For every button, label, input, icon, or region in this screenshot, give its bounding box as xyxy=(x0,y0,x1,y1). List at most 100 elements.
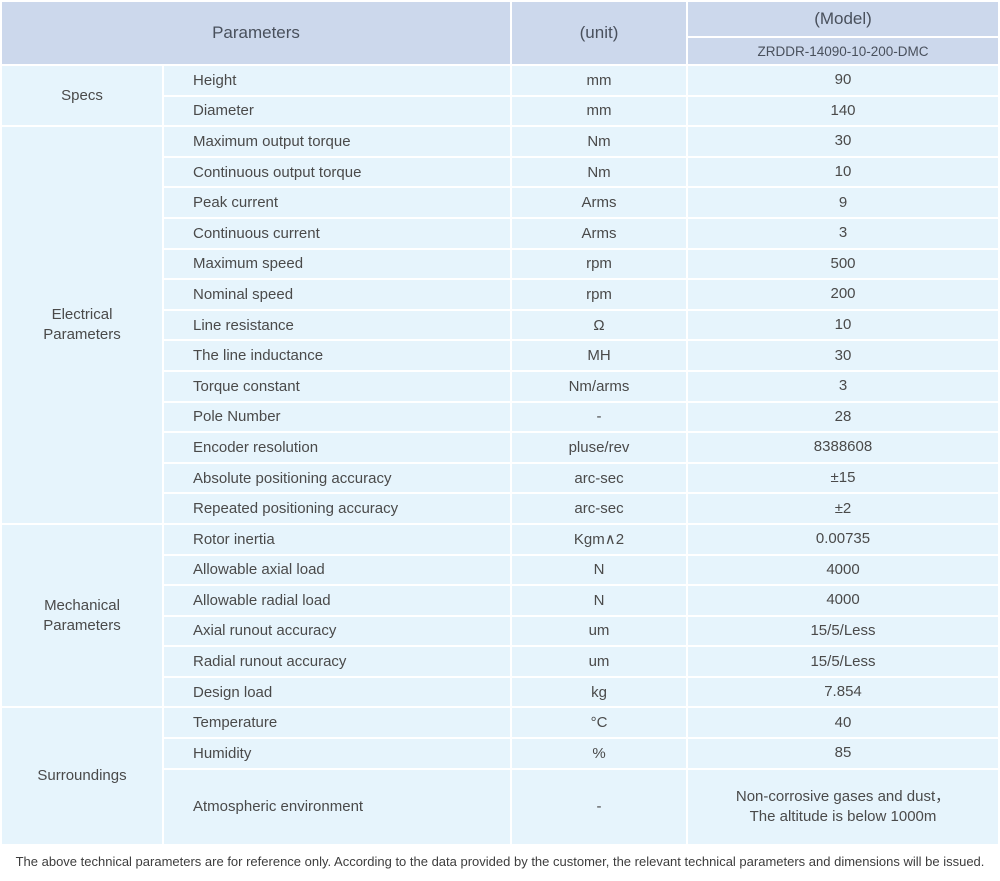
category-cell: Surroundings xyxy=(2,708,162,844)
unit-cell: % xyxy=(512,739,686,768)
value-cell: 200 xyxy=(688,280,998,309)
parameter-name-cell: Pole Number xyxy=(164,402,510,432)
table-row: Nominal speed rpm 200 xyxy=(2,280,998,309)
unit-cell: kg xyxy=(512,677,686,707)
header-model-value: ZRDDR-14090-10-200-DMC xyxy=(688,38,998,64)
table-row: Atmospheric environment - Non-corrosive ga… xyxy=(2,769,998,844)
unit-cell: rpm xyxy=(512,280,686,309)
parameter-name-cell: Allowable radial load xyxy=(164,586,510,615)
table-body: Specs Height mm 90 Diameter mm 140 Electrical P… xyxy=(2,66,998,844)
table-row: Allowable axial load N 4000 xyxy=(2,555,998,585)
parameter-name-cell: Rotor inertia xyxy=(164,524,510,554)
unit-cell: Ω xyxy=(512,310,686,340)
value-cell: 15/5/Less xyxy=(688,647,998,676)
value-cell: 8388608 xyxy=(688,433,998,462)
value-cell: 90 xyxy=(688,66,998,95)
unit-cell: arc-sec xyxy=(512,463,686,493)
table-row: Electrical Parameters Maximum output torq… xyxy=(2,127,998,523)
value-cell: 4000 xyxy=(688,586,998,615)
footnote: The above technical parameters are for r… xyxy=(15,853,985,869)
value-cell: 85 xyxy=(688,739,998,768)
parameter-name-cell: Repeated positioning accuracy xyxy=(164,494,510,523)
value-cell: ±2 xyxy=(688,494,998,523)
value-cell: 4000 xyxy=(688,555,998,585)
value-cell: 3 xyxy=(688,218,998,248)
table-row: Continuous current Arms 3 xyxy=(2,218,998,248)
header-model: (Model) xyxy=(688,2,998,36)
parameter-name-cell: Continuous current xyxy=(164,218,510,248)
unit-cell: Nm/arms xyxy=(512,371,686,401)
table-row: The line inductance MH 30 xyxy=(2,341,998,370)
unit-cell: - xyxy=(512,402,686,432)
table-row: Allowable radial load N 4000 xyxy=(2,586,998,615)
parameter-name-cell: Torque constant xyxy=(164,371,510,401)
parameter-name-cell: Absolute positioning accuracy xyxy=(164,463,510,493)
value-cell: 7.854 xyxy=(688,677,998,707)
unit-cell: rpm xyxy=(512,249,686,279)
value-cell: 0.00735 xyxy=(688,524,998,554)
table-row: Specs Height mm 90 xyxy=(2,66,998,126)
unit-cell: N xyxy=(512,555,686,585)
value-cell: 40 xyxy=(688,708,998,738)
unit-cell: - xyxy=(512,769,686,844)
table-row: Radial runout accuracy um 15/5/Less xyxy=(2,647,998,676)
unit-cell: Nm xyxy=(512,127,686,156)
parameter-name-cell: The line inductance xyxy=(164,341,510,370)
value-cell: 28 xyxy=(688,402,998,432)
value-cell: 140 xyxy=(688,96,998,126)
value-cell: 10 xyxy=(688,310,998,340)
parameter-name-cell: Line resistance xyxy=(164,310,510,340)
table-row: Diameter mm 140 xyxy=(2,96,998,126)
value-cell: 500 xyxy=(688,249,998,279)
value-cell: 9 xyxy=(688,188,998,217)
parameter-name-cell: Diameter xyxy=(164,96,510,126)
parameter-name-cell: Maximum speed xyxy=(164,249,510,279)
value-cell: 15/5/Less xyxy=(688,616,998,646)
table-row: Design load kg 7.854 xyxy=(2,677,998,707)
table-row: Maximum speed rpm 500 xyxy=(2,249,998,279)
unit-cell: °C xyxy=(512,708,686,738)
category-cell: Mechanical Parameters xyxy=(2,524,162,707)
value-cell: 30 xyxy=(688,127,998,156)
parameter-name-cell: Design load xyxy=(164,677,510,707)
parameter-name-cell: Humidity xyxy=(164,739,510,768)
table-header: Parameters (unit) (Model) ZRDDR-14090-10… xyxy=(2,2,998,64)
parameter-name-cell: Atmospheric environment xyxy=(164,769,510,844)
unit-cell: pluse/rev xyxy=(512,433,686,462)
unit-cell: Nm xyxy=(512,157,686,187)
value-cell: 30 xyxy=(688,341,998,370)
value-cell: 10 xyxy=(688,157,998,187)
value-cell: ±15 xyxy=(688,463,998,493)
table-row: Absolute positioning accuracy arc-sec ±15 xyxy=(2,463,998,493)
value-cell: Non-corrosive gases and dust， The altitu… xyxy=(688,769,998,844)
unit-cell: arc-sec xyxy=(512,494,686,523)
table-row: Torque constant Nm/arms 3 xyxy=(2,371,998,401)
parameter-name-cell: Temperature xyxy=(164,708,510,738)
parameter-name-cell: Continuous output torque xyxy=(164,157,510,187)
parameter-name-cell: Nominal speed xyxy=(164,280,510,309)
unit-cell: mm xyxy=(512,96,686,126)
unit-cell: N xyxy=(512,586,686,615)
unit-cell: MH xyxy=(512,341,686,370)
table-row: Line resistance Ω 10 xyxy=(2,310,998,340)
table-row: Axial runout accuracy um 15/5/Less xyxy=(2,616,998,646)
unit-cell: um xyxy=(512,647,686,676)
table-row: Peak current Arms 9 xyxy=(2,188,998,217)
unit-cell: mm xyxy=(512,66,686,95)
unit-cell: Kgm∧2 xyxy=(512,524,686,554)
unit-cell: um xyxy=(512,616,686,646)
header-unit: (unit) xyxy=(512,2,686,64)
spec-table: Parameters (unit) (Model) ZRDDR-14090-10… xyxy=(2,2,998,844)
parameter-name-cell: Axial runout accuracy xyxy=(164,616,510,646)
category-cell: Specs xyxy=(2,66,162,126)
category-cell: Electrical Parameters xyxy=(2,127,162,523)
table-row: Pole Number -28 xyxy=(2,402,998,432)
table-row: Mechanical Parameters Rotor inertia Kgm∧2 0… xyxy=(2,524,998,707)
value-cell: 3 xyxy=(688,371,998,401)
table-row: Surroundings Temperature °C 40 xyxy=(2,708,998,844)
parameter-name-cell: Maximum output torque xyxy=(164,127,510,156)
parameter-name-cell: Peak current xyxy=(164,188,510,217)
unit-cell: Arms xyxy=(512,188,686,217)
table-row: Humidity% 85 xyxy=(2,739,998,768)
table-row: Continuous output torque Nm 10 xyxy=(2,157,998,187)
